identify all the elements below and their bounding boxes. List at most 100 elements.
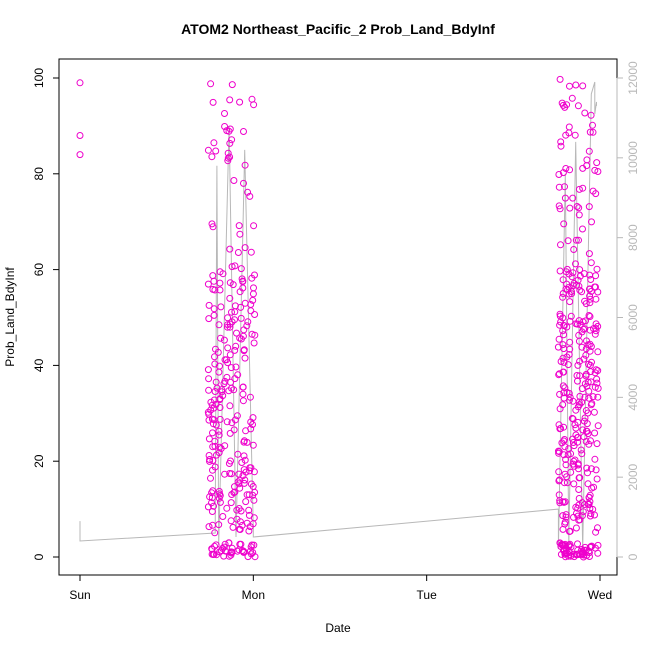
data-point <box>572 406 580 414</box>
data-point <box>566 393 574 401</box>
data-point <box>226 125 234 133</box>
data-point <box>205 386 213 394</box>
y-tick-label: 100 <box>32 68 46 88</box>
data-point <box>556 205 564 213</box>
data-point <box>593 265 601 273</box>
data-point <box>230 426 238 434</box>
data-point <box>231 346 239 354</box>
data-point <box>592 528 600 536</box>
data-point <box>587 368 594 376</box>
data-point <box>246 192 254 200</box>
data-point <box>247 307 255 315</box>
data-point <box>561 384 569 392</box>
data-point <box>242 427 250 435</box>
data-point <box>217 303 225 311</box>
data-point <box>574 361 582 369</box>
data-point <box>235 222 243 230</box>
data-point <box>209 98 217 106</box>
data-point <box>250 339 258 347</box>
data-point <box>587 111 595 119</box>
data-point <box>555 370 563 378</box>
data-point <box>594 384 602 392</box>
data-point <box>586 347 594 355</box>
data-point <box>208 153 216 161</box>
y-axis-label: Prob_Land_BdyInf <box>3 267 17 367</box>
data-point <box>568 290 576 298</box>
data-point <box>590 483 598 491</box>
data-point <box>240 479 248 487</box>
data-point <box>565 396 573 404</box>
data-point <box>586 340 594 348</box>
data-point <box>559 401 567 409</box>
data-point <box>213 551 220 559</box>
data-point <box>205 416 213 424</box>
data-point <box>574 102 582 110</box>
data-point <box>578 450 586 458</box>
data-point <box>241 456 249 464</box>
data-point <box>212 378 220 386</box>
data-point <box>209 457 217 464</box>
data-point <box>229 523 237 531</box>
data-point <box>76 132 84 139</box>
data-point <box>581 543 589 551</box>
data-point <box>221 110 228 117</box>
data-point <box>226 139 234 147</box>
data-point <box>220 336 228 344</box>
data-point <box>584 500 592 508</box>
data-point <box>227 378 235 386</box>
data-point <box>76 79 84 87</box>
data-point <box>240 438 248 446</box>
data-point <box>218 386 226 394</box>
y2-tick-label: 12000 <box>626 61 640 95</box>
data-point <box>566 204 574 212</box>
data-point <box>236 288 244 296</box>
x-axis-label: Date <box>325 621 351 635</box>
data-point <box>555 447 562 455</box>
data-point <box>559 293 567 301</box>
data-point <box>227 499 235 507</box>
data-point <box>240 179 247 187</box>
data-point <box>565 270 573 278</box>
data-point <box>209 285 217 293</box>
data-point <box>204 408 212 416</box>
data-point <box>569 415 577 423</box>
data-point <box>588 400 596 407</box>
data-point <box>235 525 243 533</box>
data-point <box>225 539 233 547</box>
data-point <box>584 430 592 438</box>
y-tick-label: 60 <box>32 263 46 277</box>
data-point <box>585 147 593 155</box>
data-point <box>215 368 223 376</box>
data-point <box>239 390 247 398</box>
data-point <box>559 276 567 284</box>
data-point <box>555 171 563 178</box>
x-tick-label: Mon <box>242 588 265 602</box>
data-point <box>235 480 243 488</box>
y-tick-label: 40 <box>32 358 46 372</box>
data-point <box>226 245 234 253</box>
data-point <box>211 529 219 537</box>
data-point <box>251 271 258 279</box>
data-point <box>586 543 594 551</box>
data-point <box>240 346 248 354</box>
data-point <box>587 510 595 517</box>
data-point <box>562 511 570 519</box>
data-point <box>568 414 576 422</box>
data-point <box>579 82 587 90</box>
data-point <box>206 493 214 501</box>
data-point <box>557 425 565 432</box>
data-point <box>205 375 213 383</box>
data-point <box>231 308 239 316</box>
data-point <box>236 230 244 238</box>
data-point <box>589 121 596 129</box>
data-point <box>562 131 570 139</box>
data-point <box>563 473 571 481</box>
data-point <box>204 366 212 374</box>
data-point <box>570 480 578 488</box>
data-point <box>227 551 235 559</box>
data-point <box>218 388 226 396</box>
data-point <box>586 285 593 293</box>
data-point <box>210 311 218 319</box>
data-point <box>566 166 574 174</box>
